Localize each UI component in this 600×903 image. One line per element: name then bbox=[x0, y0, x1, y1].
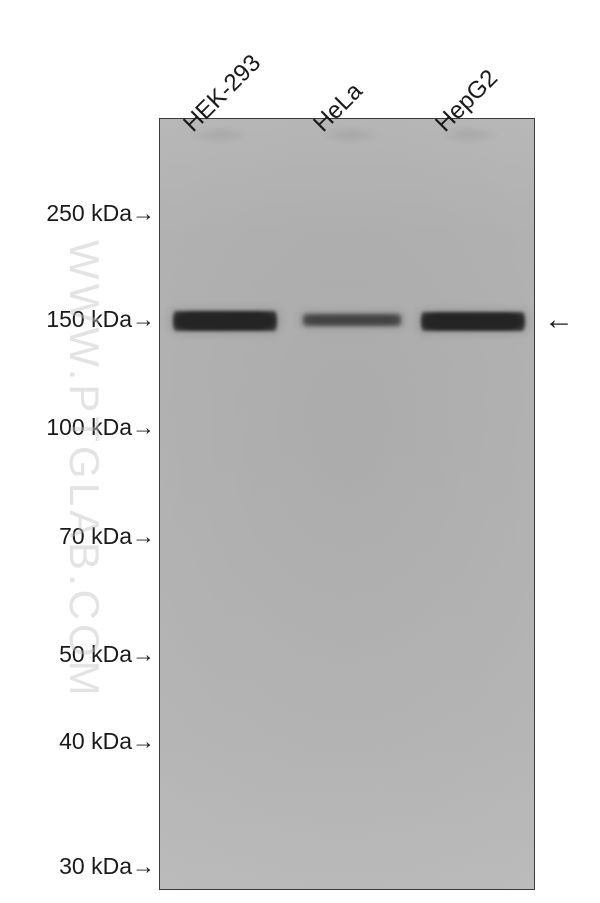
mw-marker-text: 40 kDa bbox=[59, 728, 132, 754]
well-shadow-row bbox=[160, 119, 534, 159]
band-halo-lane-3 bbox=[417, 309, 529, 334]
mw-marker-text: 250 kDa bbox=[46, 200, 132, 226]
mw-marker-150-kDa: 150 kDa→ bbox=[46, 306, 155, 333]
mw-marker-text: 150 kDa bbox=[46, 306, 132, 332]
target-band-arrow: ← bbox=[544, 303, 574, 337]
bands-layer bbox=[160, 119, 534, 889]
arrow-right-icon: → bbox=[132, 200, 155, 227]
band-halo-lane-1 bbox=[169, 308, 281, 334]
arrow-glyph: ← bbox=[544, 303, 574, 336]
arrow-right-icon: → bbox=[132, 728, 155, 755]
blot-figure: HEK-293HeLaHepG2 250 kDa→150 kDa→100 kDa… bbox=[0, 0, 600, 903]
mw-marker-text: 100 kDa bbox=[46, 414, 132, 440]
mw-marker-30-kDa: 30 kDa→ bbox=[59, 853, 155, 880]
arrow-right-icon: → bbox=[132, 523, 155, 550]
arrow-right-icon: → bbox=[132, 306, 155, 333]
mw-marker-40-kDa: 40 kDa→ bbox=[59, 728, 155, 755]
mw-marker-100-kDa: 100 kDa→ bbox=[46, 414, 155, 441]
arrow-right-icon: → bbox=[132, 414, 155, 441]
arrow-right-icon: → bbox=[132, 853, 155, 880]
mw-marker-50-kDa: 50 kDa→ bbox=[59, 641, 155, 668]
mw-marker-250-kDa: 250 kDa→ bbox=[46, 200, 155, 227]
mw-marker-text: 30 kDa bbox=[59, 853, 132, 879]
mw-marker-text: 50 kDa bbox=[59, 641, 132, 667]
mw-marker-70-kDa: 70 kDa→ bbox=[59, 523, 155, 550]
mw-marker-text: 70 kDa bbox=[59, 523, 132, 549]
blot-frame bbox=[159, 118, 535, 890]
arrow-right-icon: → bbox=[132, 641, 155, 668]
band-halo-lane-2 bbox=[299, 311, 405, 329]
